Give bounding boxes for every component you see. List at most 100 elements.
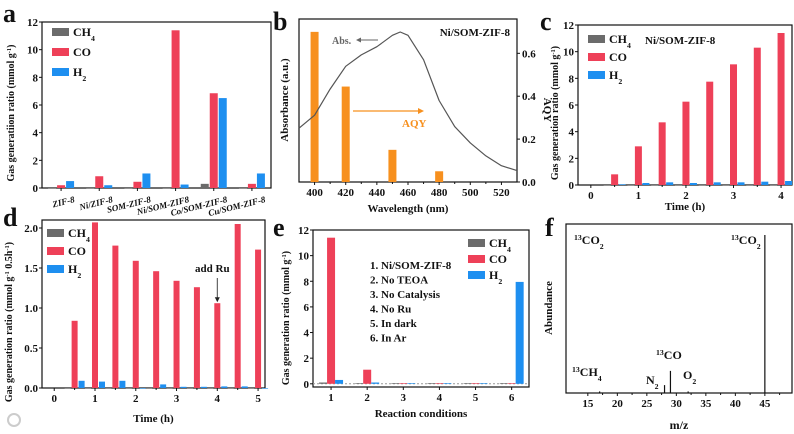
y-tick-label: 2	[304, 353, 310, 365]
bar-co	[91, 222, 98, 388]
text-part: 13	[656, 348, 664, 357]
peak-label: O2	[683, 368, 696, 386]
y-tick-label: 10	[563, 47, 575, 59]
y-tick-label: 6	[569, 100, 575, 112]
condition-label: 6. In Ar	[370, 333, 406, 345]
text-part: CO	[489, 252, 507, 266]
panel-b: 400 420 440 460 480 500 520 0.0 0.2 0.4 0.6 Ni/SOM-…	[279, 18, 553, 215]
bar-ch4	[125, 388, 132, 389]
x-tick-label: 0	[51, 393, 57, 405]
y-tick-label: 4	[304, 328, 310, 340]
bar-ch4	[651, 185, 659, 186]
bar-ch4	[86, 188, 95, 189]
x-tick-label: 45	[759, 398, 771, 410]
x-tick-label: 5	[255, 393, 261, 405]
y-axis-label: Gas generation ratio (mmol g-1 0.5h-1)	[4, 242, 16, 402]
bar-co	[753, 47, 761, 185]
text-part: Gas generation ratio (mmol g	[550, 55, 561, 181]
bar-co	[193, 287, 200, 388]
y2-axis-label: AQY	[541, 98, 553, 123]
x-tick-label: 520	[493, 187, 510, 199]
bar-ch4	[746, 185, 754, 186]
x-tick-label: 30	[671, 398, 683, 410]
text-part: CH	[68, 226, 87, 240]
bar-h2	[335, 379, 344, 384]
x-tick-label: 4	[778, 190, 784, 202]
y-axis-label: Gas generation ratio (mmol g-1)	[550, 46, 562, 180]
abs-annotation: Abs.	[332, 36, 352, 47]
condition-label: 2. No TEOA	[370, 275, 428, 287]
bar-h2	[142, 173, 151, 188]
y-tick-label: 4	[33, 128, 39, 140]
bar-ch4	[84, 388, 91, 389]
condition-label: 1. Ni/SOM-ZIF-8	[370, 260, 452, 272]
bar-co	[214, 303, 221, 388]
bar-h2	[737, 182, 745, 185]
panel-title: Ni/SOM-ZIF-8	[440, 27, 511, 39]
aqy-arrow-head	[418, 108, 424, 114]
y-tick-label: 10	[298, 251, 310, 263]
y-tick-label: 2	[33, 155, 39, 167]
x-tick-label: 1	[92, 393, 98, 405]
bar-co	[507, 383, 516, 384]
x-tick-label: 420	[337, 187, 354, 199]
x-tick-label: 3	[731, 190, 737, 202]
text-part: 13	[731, 233, 739, 242]
panel-label: c	[540, 7, 552, 36]
bar-co	[255, 249, 262, 388]
x-tick-label: 2	[683, 190, 689, 202]
bar-h2	[180, 184, 189, 188]
bar-co	[247, 183, 256, 188]
bar-ch4	[146, 388, 153, 389]
bar-co	[682, 101, 690, 185]
bar-h2	[407, 383, 416, 384]
category-label: ZIF-8	[50, 194, 76, 210]
bar-h2	[761, 181, 769, 185]
legend-label: H2	[68, 262, 81, 280]
bar-ch4	[627, 185, 635, 186]
peak-label: 13CO2	[731, 233, 761, 251]
legend-swatch	[468, 239, 485, 247]
bar-co	[173, 280, 180, 388]
text-part: 13	[574, 233, 582, 242]
legend-label: H2	[73, 65, 86, 83]
text-part: 4	[86, 235, 90, 244]
bar-h2	[160, 384, 167, 388]
y-tick-label: 0.6	[522, 48, 536, 60]
condition-label: 3. No Catalysis	[370, 289, 441, 301]
y-tick-label: 0.4	[522, 91, 536, 103]
text-part: CO	[664, 348, 682, 362]
legend-label: CH4	[68, 226, 90, 244]
legend-label: H2	[609, 68, 622, 86]
bar-co	[209, 93, 218, 188]
bar-co	[658, 122, 666, 185]
bar-h2	[618, 184, 626, 185]
bar-h2	[443, 383, 452, 384]
aqy-bar	[310, 31, 319, 182]
legend-swatch	[468, 255, 485, 263]
bar-ch4	[319, 382, 328, 384]
text-part: )	[281, 251, 292, 254]
text-part: CH	[489, 236, 508, 250]
text-part: 2	[77, 271, 81, 280]
x-tick-label: 440	[369, 187, 386, 199]
bar-ch4	[355, 383, 364, 384]
x-tick-label: 5	[473, 392, 479, 404]
legend-swatch	[588, 71, 605, 79]
legend-swatch	[47, 229, 64, 237]
panel-label: d	[3, 203, 18, 232]
bar-h2	[515, 281, 524, 384]
bar-h2	[256, 173, 265, 188]
text-part: 2	[757, 242, 761, 251]
bar-co	[112, 245, 119, 388]
bar-ch4	[499, 383, 508, 384]
x-tick-label: 400	[306, 187, 323, 199]
y-tick-label: 10	[27, 45, 39, 57]
x-tick-label: 3	[174, 393, 180, 405]
y-axis-label: Gas generatiion ratio (mmol g-1)	[6, 44, 18, 181]
legend-label: CH4	[609, 32, 631, 50]
bar-ch4	[207, 388, 214, 389]
text-part: 2	[82, 74, 86, 83]
text-part: H	[609, 68, 619, 82]
